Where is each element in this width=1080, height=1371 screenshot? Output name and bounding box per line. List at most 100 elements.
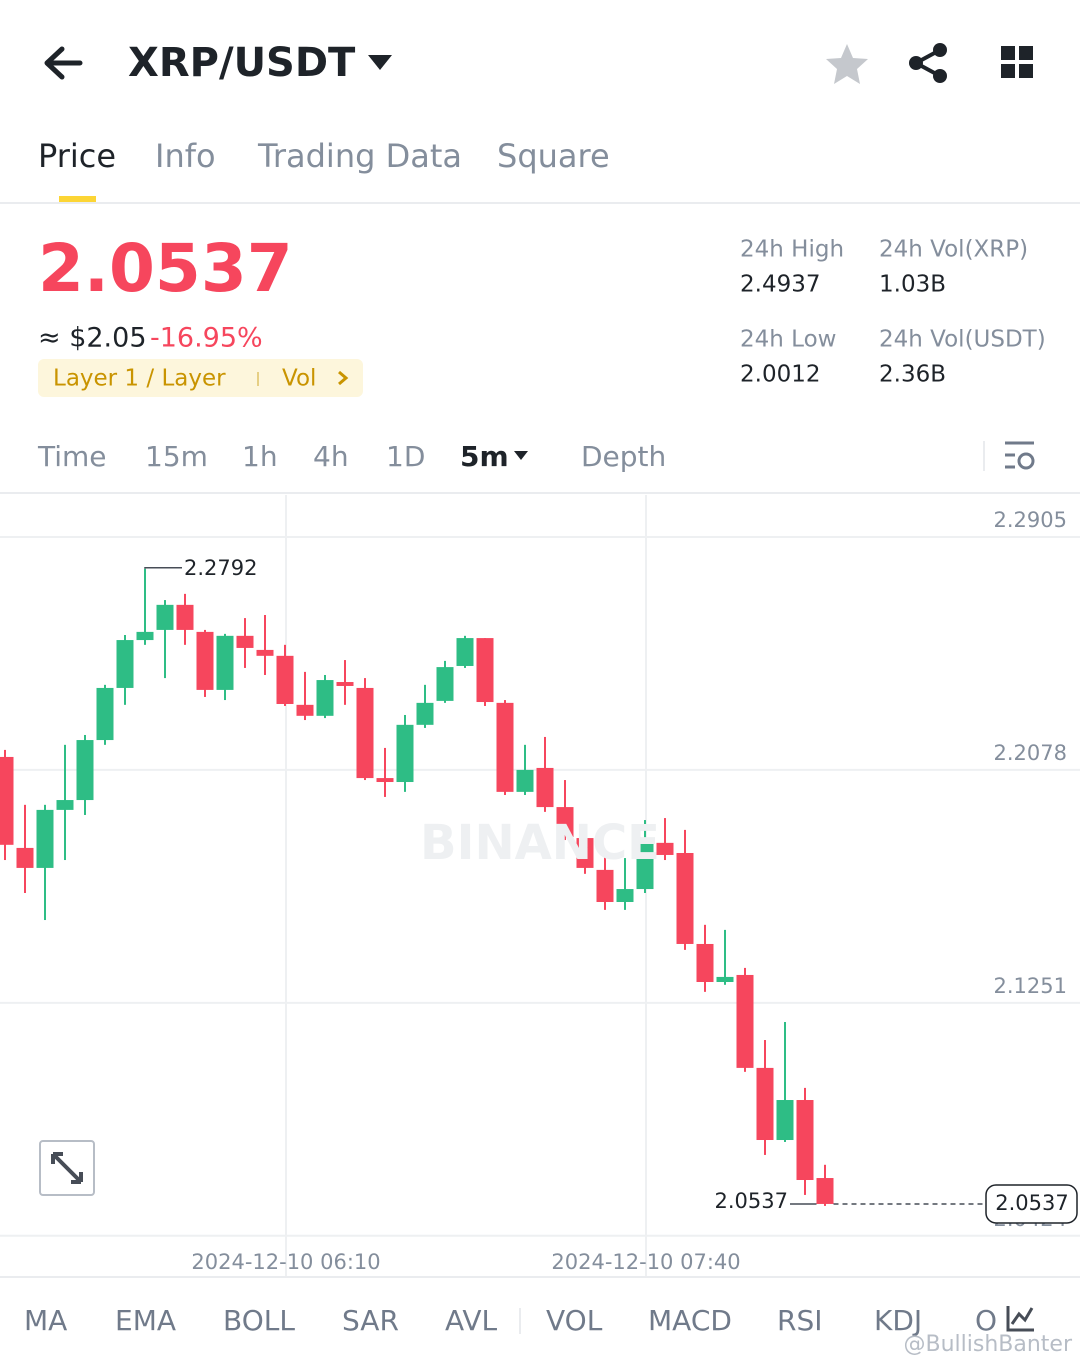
x-tick-label: 2024-12-10 07:40 bbox=[551, 1250, 740, 1274]
interval[interactable]: Depth bbox=[581, 440, 666, 473]
candle-body bbox=[296, 704, 314, 716]
x-tick-label: 2024-12-10 06:10 bbox=[191, 1250, 380, 1274]
candle-body bbox=[796, 1100, 814, 1181]
candle-body bbox=[196, 631, 214, 690]
stat-value: 1.03B bbox=[879, 272, 946, 298]
indicator[interactable]: SAR bbox=[342, 1304, 399, 1337]
candle-body bbox=[376, 778, 394, 783]
tab[interactable]: Info bbox=[155, 137, 216, 175]
candle-body bbox=[236, 635, 254, 648]
candle-body bbox=[76, 740, 94, 801]
price-change: -16.95% bbox=[150, 323, 263, 354]
chart-settings-icon[interactable] bbox=[1005, 441, 1035, 470]
candle-body bbox=[256, 649, 274, 656]
tab[interactable]: Square bbox=[497, 137, 610, 175]
indicator[interactable]: MACD bbox=[648, 1304, 732, 1337]
max-label: 2.2792 bbox=[184, 556, 257, 580]
expand-button[interactable] bbox=[39, 1140, 95, 1196]
favorite-icon[interactable] bbox=[826, 44, 868, 84]
candle-body bbox=[136, 631, 154, 641]
candle-body bbox=[496, 702, 514, 792]
stat-label: 24h Vol(USDT) bbox=[879, 327, 1046, 353]
last-price-box bbox=[985, 1184, 1078, 1224]
candle-body bbox=[616, 889, 634, 903]
last-price: 2.0537 bbox=[38, 230, 293, 307]
indicator-icon[interactable] bbox=[1006, 1306, 1034, 1332]
stat-label: 24h Low bbox=[740, 327, 836, 353]
tag-chevron bbox=[338, 370, 349, 386]
stat-value: 2.4937 bbox=[740, 272, 820, 298]
candle-body bbox=[476, 638, 494, 703]
price-usd: ≈ $2.05 bbox=[38, 323, 147, 354]
max-marker bbox=[144, 567, 182, 569]
stat-label: 24h High bbox=[740, 237, 844, 263]
candle-body bbox=[456, 638, 474, 666]
candle-body bbox=[516, 769, 534, 792]
indicator[interactable]: VOL bbox=[546, 1304, 603, 1337]
stat-value: 2.0012 bbox=[740, 362, 820, 388]
tag-vol[interactable]: Vol bbox=[282, 366, 316, 392]
pair-title[interactable]: XRP/USDT bbox=[128, 40, 356, 86]
indicator[interactable]: RSI bbox=[777, 1304, 823, 1337]
candle-body bbox=[356, 687, 374, 779]
interval[interactable]: 15m bbox=[145, 440, 208, 473]
grid-icon[interactable] bbox=[1001, 46, 1033, 78]
interval[interactable]: 4h bbox=[313, 440, 349, 473]
last-label: 2.0537 bbox=[715, 1189, 788, 1213]
candle-body bbox=[216, 635, 234, 690]
tab[interactable]: Trading Data bbox=[257, 137, 462, 175]
candle-body bbox=[636, 842, 654, 890]
share-icon[interactable] bbox=[909, 43, 947, 83]
indicator[interactable]: BOLL bbox=[223, 1304, 295, 1337]
tag-box[interactable] bbox=[38, 359, 363, 397]
candle-body bbox=[156, 604, 174, 630]
interval[interactable]: 1D bbox=[386, 440, 425, 473]
pair-dropdown[interactable] bbox=[368, 55, 392, 70]
candle-body bbox=[176, 604, 194, 630]
tab-indicator bbox=[59, 196, 96, 202]
candle-body bbox=[96, 687, 114, 741]
candle-body bbox=[596, 869, 614, 903]
candle-body bbox=[776, 1100, 794, 1141]
interval[interactable]: 5m bbox=[460, 440, 509, 473]
y-tick-label: 2.2078 bbox=[994, 741, 1067, 765]
y-tick-label: 2.1251 bbox=[994, 974, 1067, 998]
indicator[interactable]: AVL bbox=[445, 1304, 498, 1337]
candle-body bbox=[556, 807, 574, 837]
tag-label[interactable]: Layer 1 / Layer bbox=[53, 366, 226, 392]
last-price-tag: 2.0537 bbox=[995, 1191, 1068, 1215]
candle-body bbox=[656, 842, 674, 855]
indicator[interactable]: KDJ bbox=[874, 1304, 922, 1337]
candle-body bbox=[416, 702, 434, 725]
candle-body bbox=[116, 640, 134, 688]
y-tick-label: 2.2905 bbox=[994, 508, 1067, 532]
stat-label: 24h Vol(XRP) bbox=[879, 237, 1028, 263]
interval[interactable]: Time bbox=[37, 440, 107, 473]
candle-body bbox=[696, 943, 714, 982]
candle-body bbox=[576, 838, 594, 868]
candle-body bbox=[276, 655, 294, 704]
candle-body bbox=[436, 667, 454, 701]
candle-body bbox=[756, 1067, 774, 1141]
watermark: BINANCE bbox=[420, 815, 660, 871]
indicator[interactable]: O bbox=[975, 1304, 997, 1337]
back-icon[interactable] bbox=[44, 46, 83, 80]
interval-dropdown[interactable] bbox=[514, 451, 528, 460]
candle-body bbox=[316, 680, 334, 716]
tab[interactable]: Price bbox=[38, 137, 116, 175]
candle-body bbox=[16, 847, 34, 868]
candle-body bbox=[0, 756, 14, 845]
candle-body bbox=[56, 800, 74, 810]
candle-body bbox=[396, 724, 414, 783]
interval[interactable]: 1h bbox=[242, 440, 278, 473]
candle-body bbox=[676, 852, 694, 944]
indicator[interactable]: MA bbox=[24, 1304, 67, 1337]
stat-value: 2.36B bbox=[879, 362, 946, 388]
candle-body bbox=[336, 682, 354, 686]
credit: @BullishBanter bbox=[903, 1332, 1072, 1357]
indicator[interactable]: EMA bbox=[115, 1304, 176, 1337]
candle-body bbox=[716, 976, 734, 982]
